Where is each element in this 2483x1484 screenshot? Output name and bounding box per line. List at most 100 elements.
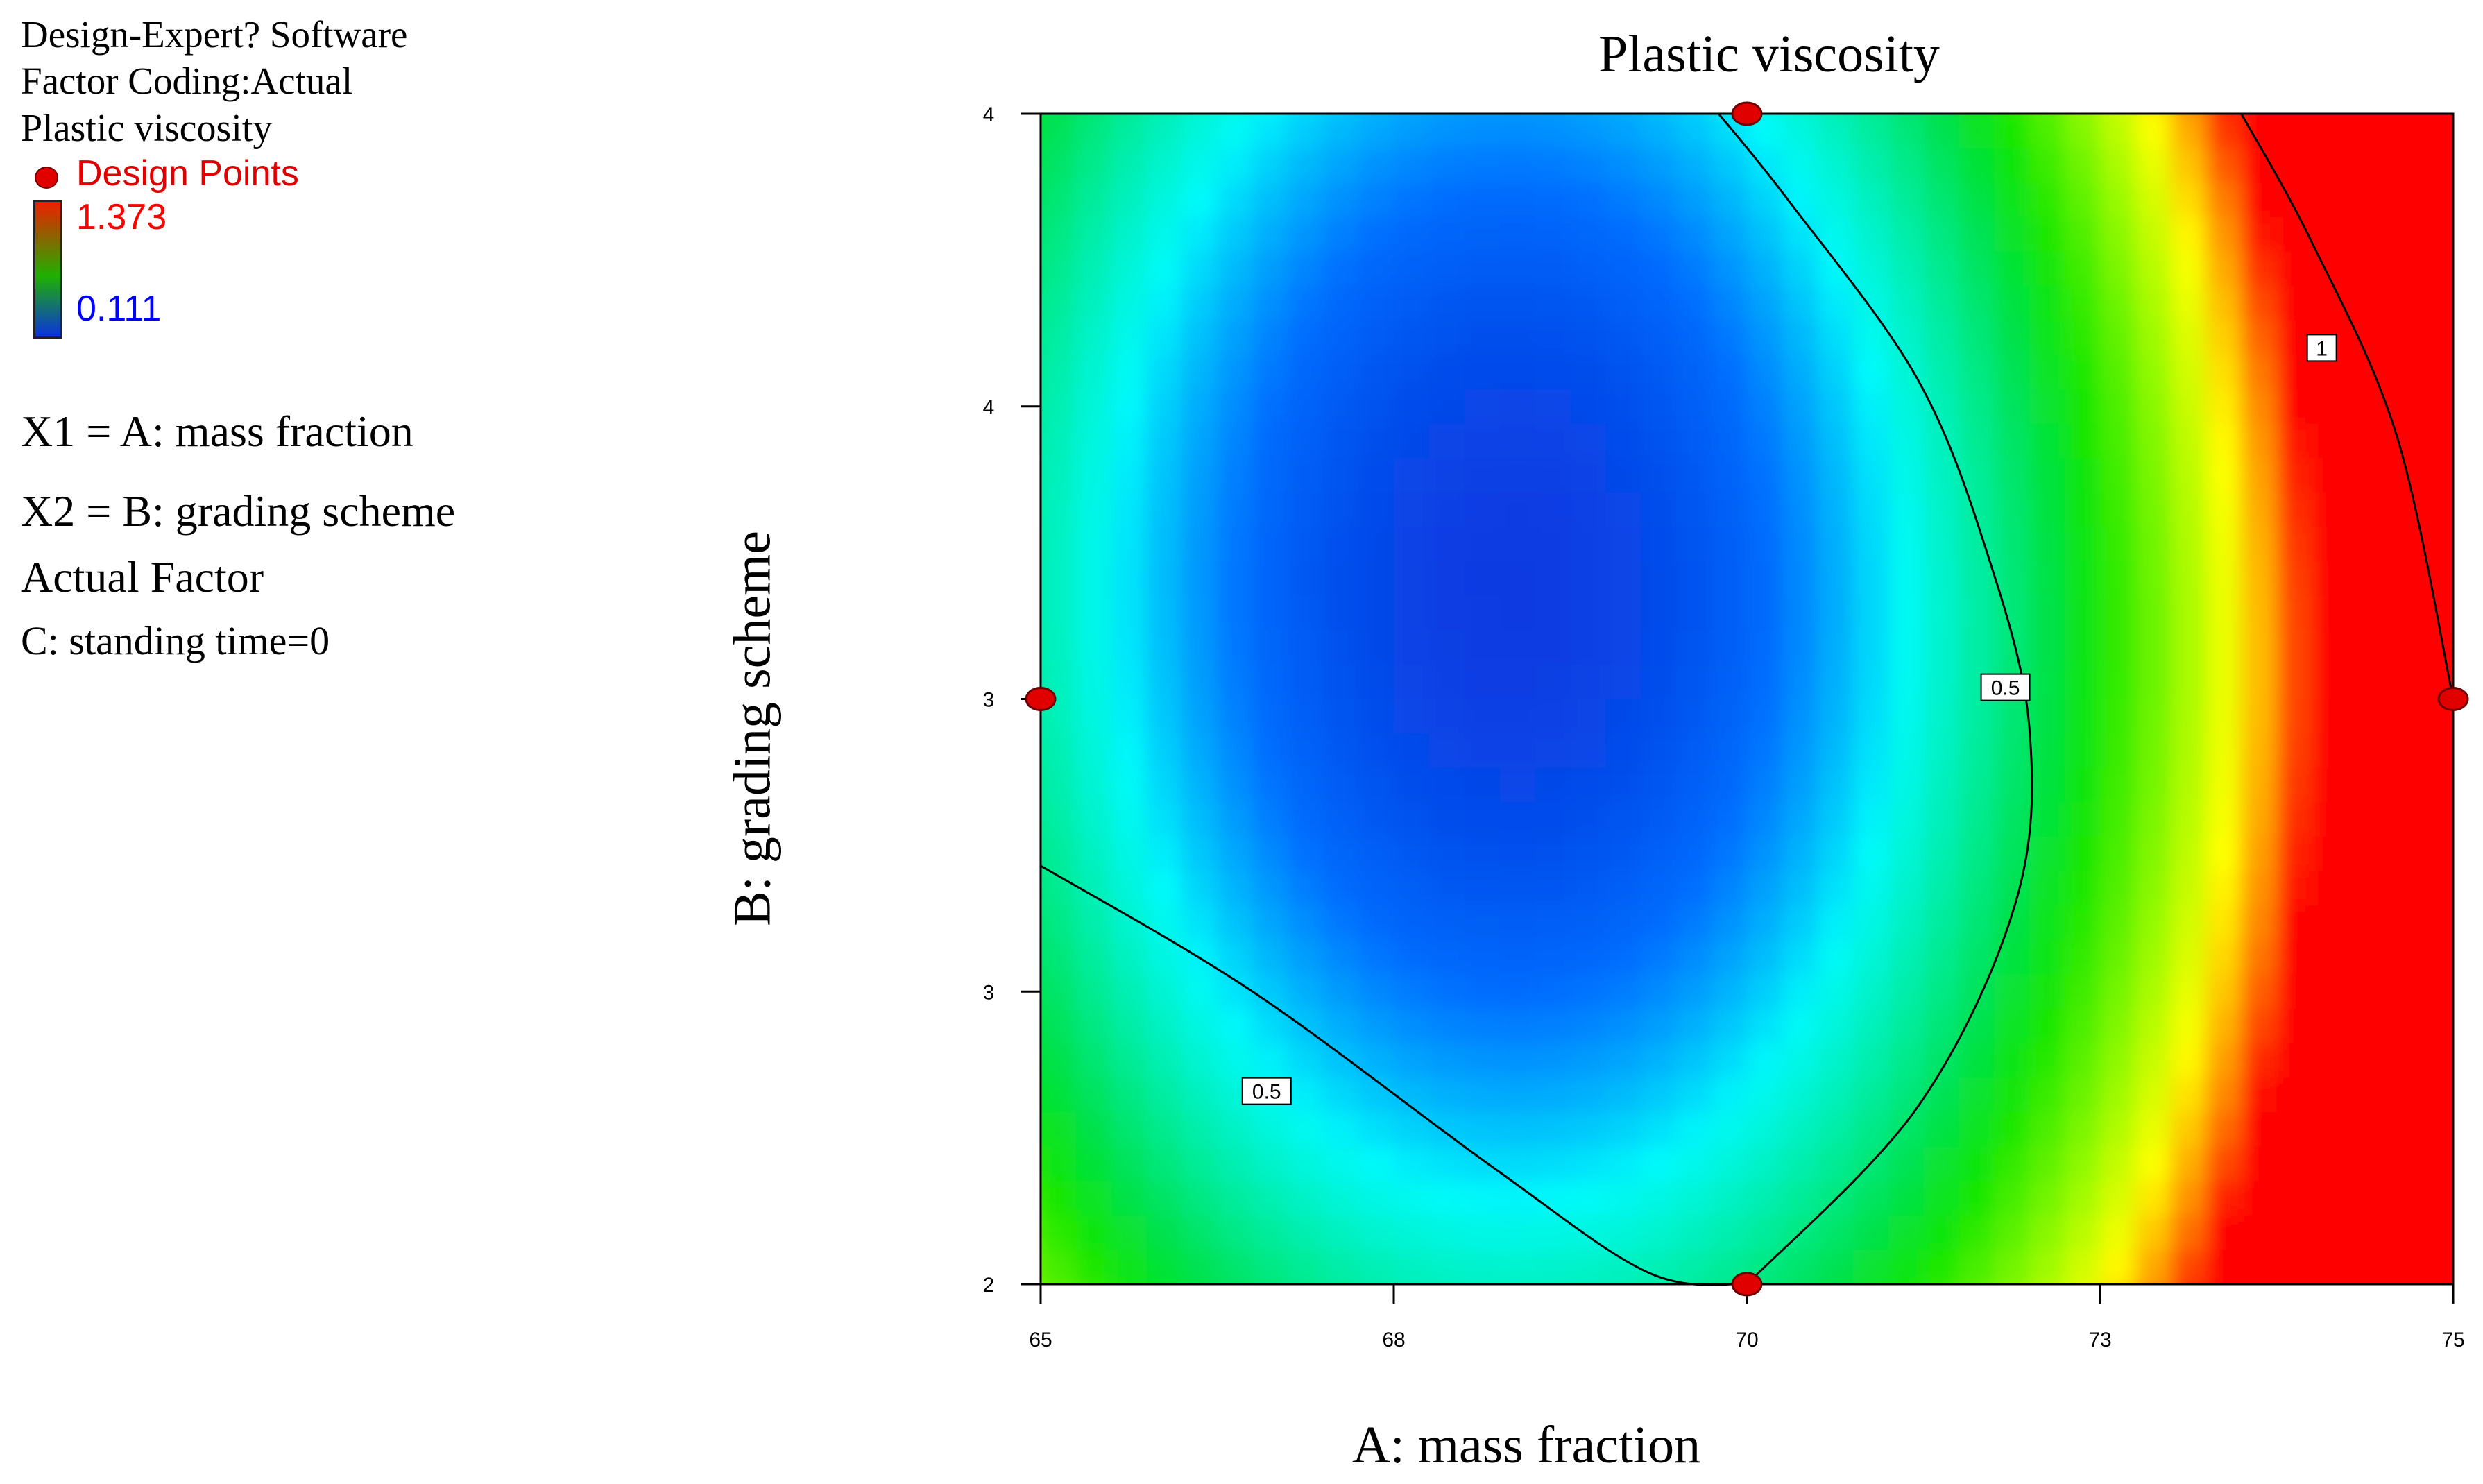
heatmap-cell <box>1358 182 1395 219</box>
heatmap-cell <box>2382 1250 2419 1284</box>
heatmap-cell <box>1464 939 1501 975</box>
heatmap-cell <box>1217 699 1254 735</box>
heatmap-cell <box>1041 595 1077 631</box>
heatmap-cell <box>1146 802 1184 838</box>
color-scale-min: 0.111 <box>76 289 162 329</box>
heatmap-cell <box>1075 1111 1113 1148</box>
heatmap-cell <box>2135 767 2172 803</box>
heatmap-cell <box>1923 114 1960 115</box>
heatmap-cell <box>1994 320 2031 356</box>
heatmap-cell <box>2241 939 2278 975</box>
heatmap-cell <box>2241 664 2278 700</box>
heatmap-cell <box>2347 836 2384 873</box>
heatmap-cell <box>1570 1043 1607 1079</box>
heatmap-cell <box>1499 1250 1537 1284</box>
heatmap-cell <box>1852 527 1890 563</box>
heatmap-cell <box>2312 1215 2348 1251</box>
heatmap-cell <box>1394 114 1431 150</box>
heatmap-cell <box>1358 251 1395 287</box>
heatmap-cell <box>1323 492 1360 528</box>
heatmap-cell <box>1217 1250 1254 1284</box>
heatmap-cell <box>2205 1009 2243 1045</box>
heatmap-cell <box>1041 320 1042 356</box>
heatmap-cell <box>1394 148 1431 184</box>
heatmap-cell <box>2029 699 2066 735</box>
heatmap-cell <box>1676 458 1713 494</box>
heatmap-cell <box>1923 1146 1960 1182</box>
heatmap-cell <box>2453 837 2483 872</box>
heatmap-cell <box>1428 251 1466 287</box>
heatmap-cell <box>1428 836 1466 873</box>
heatmap-cell <box>1146 595 1184 631</box>
heatmap-cell <box>1252 836 1289 873</box>
heatmap-cell <box>2135 561 2172 597</box>
heatmap-cell <box>2100 802 2137 838</box>
heatmap-cell <box>2276 767 2313 803</box>
heatmap-cell <box>1888 802 1925 838</box>
heatmap-cell <box>1323 1250 1360 1284</box>
heatmap-cell <box>1817 1250 1854 1284</box>
heatmap-cell <box>2418 767 2453 803</box>
heatmap-cell <box>1605 664 1642 700</box>
heatmap-cell <box>1676 216 1713 253</box>
heatmap-cell <box>2382 355 2419 391</box>
heatmap-cell <box>2029 492 2066 528</box>
heatmap-cell <box>2205 905 2243 941</box>
heatmap-cell <box>1464 114 1501 150</box>
heatmap-cell <box>2312 1250 2348 1284</box>
heatmap-cell <box>2135 114 2172 150</box>
heatmap-cell <box>1535 871 1571 907</box>
heatmap-cell <box>1323 974 1360 1010</box>
heatmap-cell <box>1358 527 1395 563</box>
heatmap-cell <box>2453 733 2483 769</box>
heatmap-cell <box>1075 458 1113 494</box>
heatmap-cell <box>1747 216 1784 253</box>
heatmap-cell <box>1888 767 1925 803</box>
heatmap-cell <box>1252 595 1289 631</box>
heatmap-cell <box>1817 905 1854 941</box>
heatmap-cell <box>2382 939 2419 975</box>
heatmap-cell <box>2418 1215 2453 1251</box>
heatmap-cell <box>2205 423 2243 459</box>
heatmap-cell <box>1181 1250 1218 1284</box>
heatmap-cell <box>1252 1111 1289 1148</box>
heatmap-cell <box>1288 1043 1324 1079</box>
heatmap-cell <box>1747 664 1784 700</box>
heatmap-cell <box>2453 871 2483 907</box>
heatmap-cell <box>1641 458 1678 494</box>
legend-panel: Design-Expert? Software Factor Coding:Ac… <box>0 0 624 694</box>
heatmap-cell <box>1570 733 1607 769</box>
heatmap-cell <box>1041 836 1077 873</box>
heatmap-cell <box>2382 148 2419 184</box>
heatmap-cell <box>1852 974 1890 1010</box>
heatmap-cell <box>1428 527 1466 563</box>
heatmap-cell <box>2347 1043 2384 1079</box>
heatmap-cell <box>1676 595 1713 631</box>
heatmap-cell <box>2347 939 2384 975</box>
heatmap-cell <box>2453 630 2483 665</box>
heatmap-cell <box>1570 1077 1607 1114</box>
heatmap-cell <box>1041 1009 1042 1045</box>
heatmap-cell <box>2312 699 2348 735</box>
heatmap-cell <box>2100 423 2137 459</box>
heatmap-cell <box>1217 905 1254 941</box>
heatmap-cell <box>2135 1111 2172 1148</box>
heatmap-cell <box>2382 664 2419 700</box>
heatmap-cell <box>1181 1077 1218 1114</box>
heatmap-cell <box>2418 630 2453 666</box>
heatmap-cell <box>1323 114 1360 115</box>
heatmap-cell <box>1146 733 1184 769</box>
heatmap-cell <box>1747 836 1784 873</box>
heatmap-cell <box>1994 458 2031 494</box>
heatmap-cell <box>1641 767 1678 803</box>
heatmap-cell <box>1288 871 1324 907</box>
heatmap-cell <box>2382 251 2419 287</box>
heatmap-cell <box>1817 182 1854 219</box>
heatmap-cell <box>1181 389 1218 425</box>
heatmap-cell <box>1605 939 1642 975</box>
heatmap-cell <box>1323 320 1360 356</box>
design-point <box>1731 1272 1763 1297</box>
heatmap-cell <box>1181 148 1218 184</box>
heatmap-cell <box>1923 1111 1960 1148</box>
heatmap-cell <box>2100 492 2137 528</box>
